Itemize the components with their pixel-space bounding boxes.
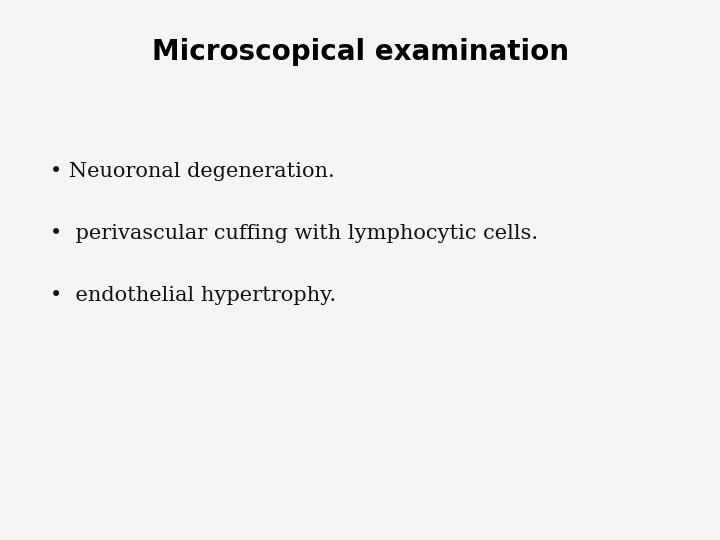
Text: Microscopical examination: Microscopical examination <box>151 38 569 66</box>
Text: •  perivascular cuffing with lymphocytic cells.: • perivascular cuffing with lymphocytic … <box>50 224 539 243</box>
Text: • Neuoronal degeneration.: • Neuoronal degeneration. <box>50 162 335 181</box>
Text: •  endothelial hypertrophy.: • endothelial hypertrophy. <box>50 286 336 305</box>
